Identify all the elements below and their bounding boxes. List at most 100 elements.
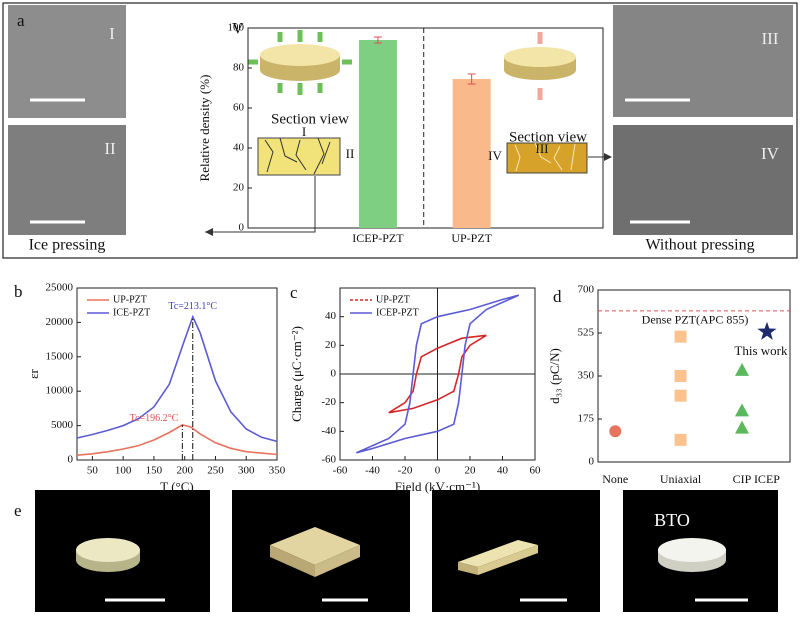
x-tick-label: 150 <box>146 465 163 477</box>
y-tick-label: 100 <box>228 22 245 34</box>
point <box>674 330 687 343</box>
y-tick-label: 700 <box>578 284 595 296</box>
y-axis-label: Relative density (%) <box>197 75 212 182</box>
image-label: II <box>104 139 116 158</box>
annotation: II <box>346 146 355 161</box>
annotation: IV <box>488 148 502 163</box>
x-axis-label: Field (kV·cm⁻¹) <box>395 479 481 494</box>
series-line <box>388 334 487 414</box>
panel-label: d <box>553 287 562 306</box>
y-tick-label: -40 <box>321 425 336 437</box>
point <box>735 420 749 434</box>
category-label: UP-PZT <box>451 231 492 245</box>
y-axis-label: d₃₃ (pC/N) <box>547 348 562 404</box>
series-line <box>76 424 278 456</box>
category-label: None <box>602 472 628 486</box>
x-tick-label: 100 <box>115 465 132 477</box>
y-tick-label: 525 <box>578 327 595 339</box>
y-tick-label: 0 <box>589 456 595 468</box>
y-tick-label: -60 <box>321 454 336 466</box>
x-tick-label: 250 <box>207 465 224 477</box>
x-tick-label: 20 <box>465 465 477 477</box>
sem-image <box>8 125 126 235</box>
sem-image <box>613 125 793 235</box>
sem-image <box>613 5 793 117</box>
x-tick-label: -40 <box>365 465 380 477</box>
series-line <box>355 294 520 454</box>
category-label: Uniaxial <box>660 472 702 486</box>
y-tick-label: 80 <box>233 62 245 74</box>
legend-label: UP-PZT <box>113 294 147 305</box>
series-line <box>76 314 278 443</box>
annotation: Section view <box>509 129 587 145</box>
arrow <box>205 176 316 233</box>
point <box>674 389 687 402</box>
category-label: ICEP <box>754 472 780 486</box>
arrow-head <box>604 153 612 161</box>
image-label: IV <box>761 144 780 163</box>
y-tick-label: 60 <box>233 102 245 114</box>
x-tick-label: 300 <box>238 465 255 477</box>
x-tick-label: 60 <box>530 465 542 477</box>
x-tick-label: 200 <box>176 465 193 477</box>
caption: Ice pressing <box>29 237 106 254</box>
x-tick-label: -20 <box>398 465 413 477</box>
annotation: This work <box>734 343 788 358</box>
x-tick-label: 40 <box>497 465 509 477</box>
reference-label: Dense PZT(APC 855) <box>642 313 749 327</box>
sample <box>76 527 726 577</box>
panel-a-frame <box>2 2 798 259</box>
y-tick-label: 20000 <box>46 316 74 328</box>
y-tick-label: 10000 <box>46 385 74 397</box>
y-tick-label: 15000 <box>46 350 74 362</box>
point <box>674 433 687 446</box>
point <box>674 370 687 382</box>
legend-label: ICEP-PZT <box>376 307 419 318</box>
grain-lines <box>514 142 576 172</box>
panel-label: a <box>17 11 25 30</box>
marker-label: Tc=213.1°C <box>168 301 217 312</box>
section-inset <box>506 142 588 174</box>
panel-label: e <box>14 501 22 520</box>
marker-label: Tc=196.2°C <box>130 413 179 424</box>
y-tick-label: 40 <box>233 142 245 154</box>
bar <box>358 40 397 228</box>
category-label: CIP <box>733 472 752 486</box>
arrow-head <box>205 228 213 236</box>
y-tick-label: 0 <box>331 368 337 380</box>
y-axis-label: Charge (μC·cm⁻²) <box>289 326 304 422</box>
category-label: ICEP-PZT <box>352 231 404 245</box>
y-tick-label: 5000 <box>51 419 74 431</box>
error-bar <box>467 73 476 85</box>
annotation: Section view <box>271 111 349 127</box>
point <box>735 403 749 417</box>
x-axis-label: T (°C) <box>160 479 193 494</box>
plot-frame <box>76 287 278 461</box>
annotation: III <box>536 141 549 156</box>
x-tick-label: -60 <box>333 465 348 477</box>
image-label: I <box>109 24 115 43</box>
legend-label: ICE-PZT <box>113 307 150 318</box>
disk-schematic <box>248 30 576 100</box>
y-tick-label: 175 <box>578 413 595 425</box>
image-label: BTO <box>654 510 690 530</box>
image-label: III <box>762 29 779 48</box>
y-tick-label: 20 <box>325 339 337 351</box>
point <box>757 321 777 340</box>
error-bar <box>373 36 382 44</box>
y-tick-label: -20 <box>321 396 336 408</box>
plot-frame <box>247 27 604 229</box>
grain-lines <box>264 137 331 175</box>
legend-label: UP-PZT <box>376 294 410 305</box>
y-tick-label: 350 <box>578 370 595 382</box>
y-tick-label: 25000 <box>46 282 74 294</box>
y-tick-label: 0 <box>68 454 74 466</box>
chart-label: V <box>232 21 244 38</box>
point <box>609 425 622 438</box>
x-tick-label: 50 <box>87 465 99 477</box>
panel-label: b <box>14 282 23 301</box>
y-tick-label: 0 <box>239 222 245 234</box>
x-tick-label: 350 <box>269 465 286 477</box>
